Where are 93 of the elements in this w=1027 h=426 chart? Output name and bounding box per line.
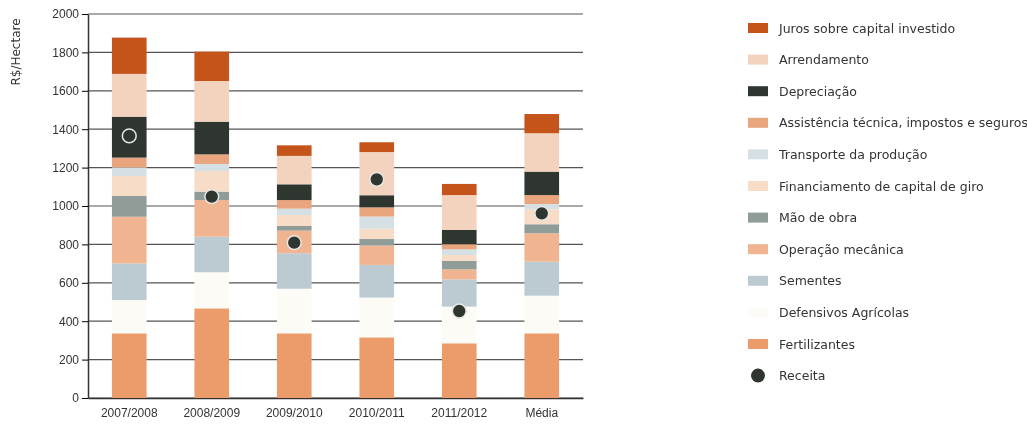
y-tick-label: 2000 [52, 7, 80, 22]
x-tick-label: 2010/2011 [348, 405, 405, 420]
legend-label: Transporte da produção [778, 146, 928, 162]
bar [441, 279, 477, 307]
bar [359, 264, 395, 298]
bar [276, 184, 312, 201]
bar [111, 167, 147, 177]
bar [111, 116, 147, 158]
bar [111, 300, 147, 334]
bar [441, 183, 477, 196]
legend-label: Financiamento de capital de giro [779, 178, 984, 194]
bar [276, 253, 312, 289]
point [451, 303, 467, 319]
x-tick-label: 2008/2009 [183, 405, 241, 420]
legend-label: Defensivos Agrícolas [779, 304, 910, 320]
x-tick-label: Média [525, 405, 559, 420]
bar [194, 81, 230, 122]
legend-label: Fertilizantes [779, 336, 855, 352]
bar [524, 233, 560, 262]
y-tick-label: 800 [58, 237, 80, 252]
bar [524, 171, 560, 196]
bar [276, 225, 312, 231]
bar [194, 51, 230, 82]
bar [276, 215, 312, 226]
bar [194, 171, 230, 192]
bar [359, 239, 395, 246]
bar [524, 261, 560, 296]
y-tick-label: 0 [72, 391, 80, 406]
y-tick-label: 1400 [52, 122, 80, 137]
bar [194, 308, 230, 398]
bar [524, 295, 560, 334]
bar [524, 114, 560, 134]
bar [194, 236, 230, 273]
x-tick-label: 2009/2010 [265, 405, 323, 420]
bar [276, 208, 312, 216]
bar [524, 195, 560, 205]
bar [441, 254, 477, 261]
legend-label: Operação mecânica [779, 241, 904, 257]
y-tick-label: 600 [58, 276, 80, 291]
legend-label: Juros sobre capital investido [778, 20, 956, 36]
bar [359, 297, 395, 338]
x-tick-label: 2011/2012 [431, 405, 488, 420]
x-tick-label: 2007/2008 [100, 405, 158, 420]
bar [524, 133, 560, 172]
y-tick-label: 1800 [52, 45, 80, 60]
bar [111, 333, 147, 398]
bar [276, 288, 312, 334]
bar [359, 216, 395, 229]
legend-label: Receita [779, 368, 826, 384]
y-tick-label: 200 [58, 352, 80, 367]
legend-label: Depreciação [779, 83, 857, 99]
bar [359, 195, 395, 208]
bar [441, 230, 477, 245]
bar [359, 207, 395, 217]
y-tick-label: 400 [58, 314, 80, 329]
legend-label: Mão de obra [779, 210, 858, 226]
bar [524, 224, 560, 234]
bar [441, 343, 477, 398]
bar [441, 195, 477, 230]
bar [194, 272, 230, 309]
bar [111, 37, 147, 74]
bar [194, 200, 230, 237]
bar [194, 154, 230, 164]
bar [194, 163, 230, 172]
bar [276, 333, 312, 398]
bar [441, 249, 477, 255]
bar [111, 176, 147, 197]
point [534, 205, 550, 221]
bar [359, 337, 395, 398]
bar [111, 196, 147, 217]
bar [441, 244, 477, 250]
bar [359, 142, 395, 153]
legend-label: Sementes [779, 273, 842, 289]
bar [111, 73, 147, 117]
bar [111, 157, 147, 168]
legend-label: Assistência técnica, impostos e seguros [779, 115, 1027, 131]
bar [194, 121, 230, 155]
bar [276, 155, 312, 185]
legend-label: Arrendamento [779, 52, 869, 68]
bar [111, 216, 147, 264]
bar [276, 200, 312, 209]
bar [359, 228, 395, 240]
bar [111, 263, 147, 301]
y-tick-label: 1000 [52, 199, 80, 214]
y-tick-label: 1200 [52, 160, 80, 175]
y-tick-label: 1600 [52, 84, 80, 99]
bar [359, 245, 395, 265]
point [204, 188, 220, 205]
bar [524, 333, 560, 398]
y-axis-title: R$/Hectare [9, 18, 23, 86]
bar [441, 269, 477, 280]
bar [441, 260, 477, 270]
bar [276, 145, 312, 156]
